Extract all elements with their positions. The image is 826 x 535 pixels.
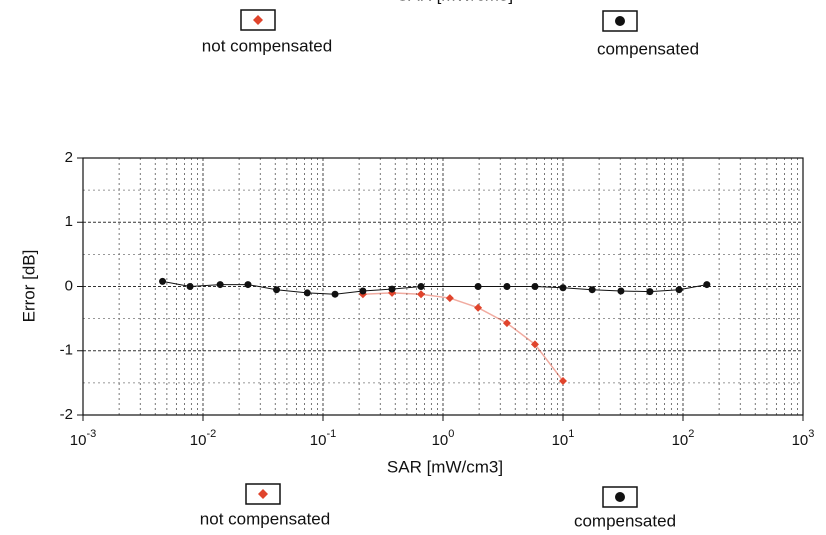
x-tick-base: 10	[190, 432, 207, 449]
data-point	[445, 294, 454, 303]
x-tick-exponent: -2	[206, 428, 216, 440]
data-point	[359, 287, 367, 295]
data-point	[273, 286, 281, 294]
x-tick-exponent: -1	[326, 428, 336, 440]
data-point	[303, 289, 311, 297]
series-line	[162, 280, 707, 295]
series-line	[362, 292, 564, 382]
x-tick-base: 10	[552, 432, 569, 449]
legend-marker	[615, 16, 625, 26]
data-point	[417, 290, 426, 299]
data-point	[244, 281, 252, 289]
x-tick-base: 10	[792, 432, 809, 449]
legend-marker	[615, 492, 625, 502]
x-tick-exponent: 1	[568, 428, 574, 440]
legend-label: compensated	[597, 39, 699, 58]
legend-marker	[253, 15, 263, 25]
data-point	[331, 290, 339, 298]
x-tick-base: 10	[310, 432, 327, 449]
data-point	[503, 283, 511, 290]
x-tick-base: 10	[432, 432, 449, 449]
x-tick-exponent: 2	[688, 428, 694, 440]
plot-frame	[82, 157, 804, 416]
x-tick-base: 10	[672, 432, 689, 449]
x-axis-label: SAR [mW/cm3]	[387, 457, 503, 476]
data-point	[388, 285, 396, 293]
x-tick-exponent: 0	[448, 428, 454, 440]
data-point	[703, 281, 711, 289]
y-tick-label: 2	[65, 149, 73, 166]
x-tick-label: 10-3	[70, 428, 96, 449]
x-tick-exponent: -3	[86, 428, 96, 440]
x-tick-label: 100	[432, 428, 455, 449]
legend-label: not compensated	[200, 509, 330, 528]
y-tick-label: -2	[60, 406, 73, 423]
data-point	[617, 287, 625, 295]
top-caption: SAR [mW/cm3]	[397, 0, 513, 4]
data-point	[530, 340, 539, 349]
data-point	[159, 277, 167, 285]
data-point	[559, 376, 567, 385]
data-point	[531, 283, 539, 290]
y-axis-label: Error [dB]	[19, 250, 38, 323]
data-point	[646, 288, 654, 296]
legend-label: compensated	[574, 511, 676, 530]
data-point	[186, 283, 194, 290]
data-point	[417, 283, 425, 290]
x-tick-label: 103	[792, 428, 815, 449]
x-tick-label: 10-1	[310, 428, 336, 449]
x-tick-label: 10-2	[190, 428, 216, 449]
data-point	[675, 286, 683, 294]
data-point	[474, 303, 483, 312]
x-tick-exponent: 3	[808, 428, 814, 440]
data-point	[559, 284, 567, 292]
data-point	[588, 286, 596, 294]
data-point	[474, 283, 482, 290]
x-tick-label: 102	[672, 428, 695, 449]
y-tick-label: -1	[60, 342, 73, 359]
y-tick-label: 0	[65, 277, 73, 294]
legend-label: not compensated	[202, 36, 332, 55]
legend-marker	[258, 489, 268, 499]
x-tick-label: 101	[552, 428, 575, 449]
data-point	[502, 319, 511, 328]
x-tick-base: 10	[70, 432, 87, 449]
data-point	[216, 281, 224, 289]
y-tick-label: 1	[65, 213, 73, 230]
